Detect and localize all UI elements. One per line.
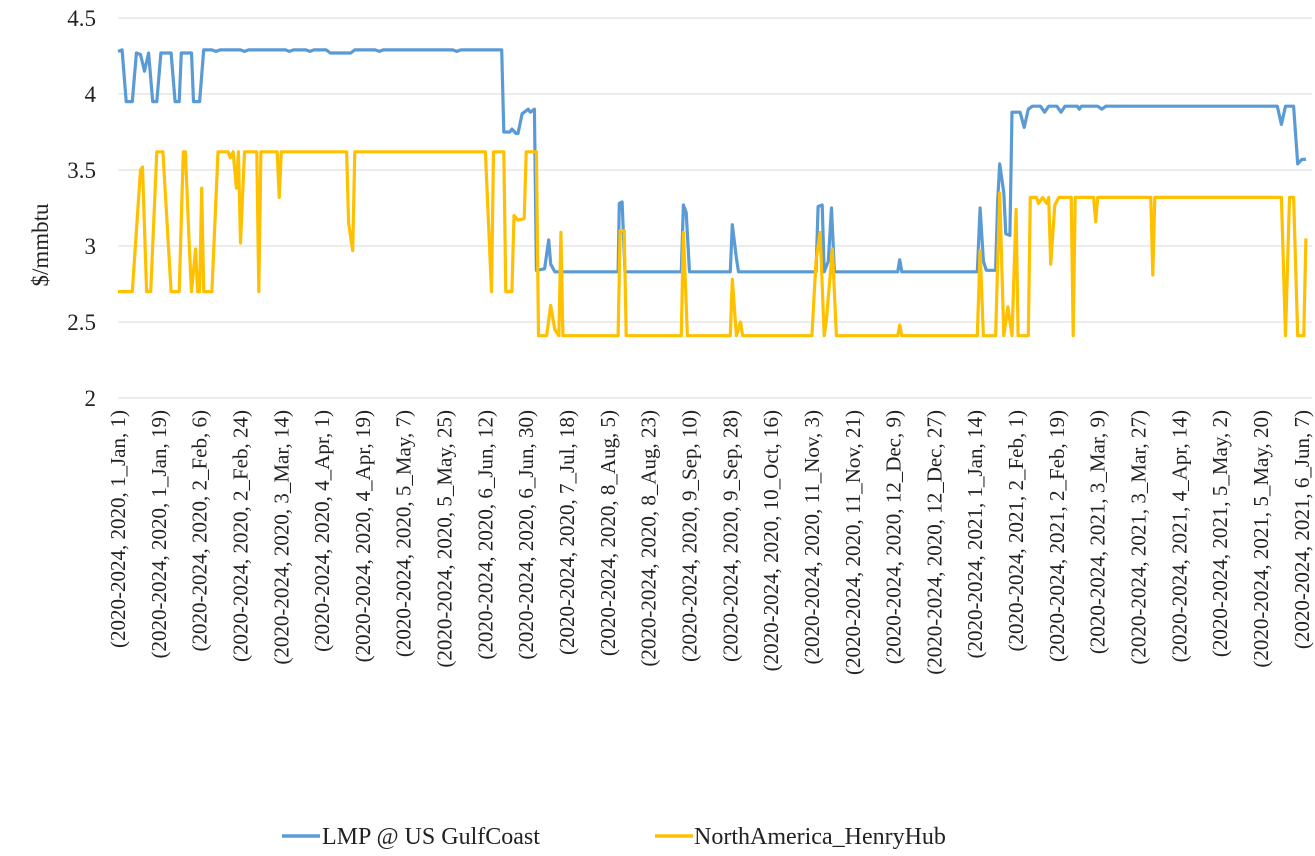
x-tick-label: (2020-2024, 2020, 10_Oct, 16) <box>759 410 783 671</box>
x-tick-label: (2020-2024, 2021, 4_Apr, 14) <box>1167 410 1191 662</box>
x-tick-label: (2020-2024, 2020, 11_Nov, 3) <box>800 410 824 665</box>
x-tick-label: (2020-2024, 2021, 2_Feb, 1) <box>1004 410 1028 651</box>
x-tick-label: (2020-2024, 2020, 8_Aug, 23) <box>637 410 661 667</box>
legend: LMP @ US GulfCoast NorthAmerica_HenryHub <box>282 824 946 850</box>
x-tick-label: (2020-2024, 2020, 6_Jun, 30) <box>514 410 538 660</box>
y-axis-ticks: 2 2.5 3 3.5 4 4.5 <box>67 6 96 411</box>
x-tick-label: (2020-2024, 2020, 12_Dec, 9) <box>882 410 906 664</box>
x-tick-label: (2020-2024, 2020, 5_May, 25) <box>433 410 457 668</box>
x-tick-label: (2020-2024, 2020, 2_Feb, 24) <box>229 410 253 662</box>
x-tick-label: (2020-2024, 2020, 4_Apr, 1) <box>310 410 334 652</box>
x-tick-label: (2020-2024, 2021, 1_Jan, 14) <box>963 410 987 658</box>
x-tick-label: (2020-2024, 2021, 5_May, 2) <box>1208 410 1232 657</box>
y-tick-label: 2.5 <box>67 310 96 335</box>
x-tick-label: (2020-2024, 2020, 12_Dec, 27) <box>922 410 946 675</box>
x-tick-label: (2020-2024, 2020, 1_Jan, 19) <box>147 410 171 658</box>
y-tick-label: 3 <box>85 234 97 259</box>
y-tick-label: 2 <box>85 386 97 411</box>
legend-label-1: LMP @ US GulfCoast <box>322 824 540 850</box>
y-tick-label: 4.5 <box>67 6 96 31</box>
x-tick-label: (2020-2024, 2020, 9_Sep, 28) <box>718 410 742 662</box>
x-tick-label: (2020-2024, 2020, 5_May, 7) <box>392 410 416 657</box>
x-tick-label: (2020-2024, 2021, 2_Feb, 19) <box>1045 410 1069 662</box>
x-tick-label: (2020-2024, 2020, 4_Apr, 19) <box>351 410 375 662</box>
legend-label-2: NorthAmerica_HenryHub <box>694 824 946 850</box>
x-tick-label: (2020-2024, 2020, 8_Aug, 5) <box>596 410 620 656</box>
x-tick-label: (2020-2024, 2021, 6_Jun, 7) <box>1290 410 1314 649</box>
series-lines <box>117 48 1308 338</box>
gridlines <box>118 17 1312 399</box>
series-line-2 <box>118 150 1308 338</box>
series-line-1 <box>117 48 1306 274</box>
x-axis-ticks: (2020-2024, 2020, 1_Jan, 1) (2020-2024, 2… <box>106 410 1314 675</box>
x-tick-label: (2020-2024, 2021, 5_May, 20) <box>1249 410 1273 668</box>
x-tick-label: (2020-2024, 2020, 7_Jul, 18) <box>555 410 579 655</box>
x-tick-label: (2020-2024, 2020, 2_Feb, 6) <box>188 410 212 651</box>
x-tick-label: (2020-2024, 2020, 1_Jan, 1) <box>106 410 130 648</box>
x-tick-label: (2020-2024, 2021, 3_Mar, 9) <box>1086 410 1110 654</box>
x-tick-label: (2020-2024, 2020, 6_Jun, 12) <box>473 410 497 660</box>
x-tick-label: (2020-2024, 2020, 9_Sep, 10) <box>678 410 702 662</box>
x-tick-label: (2020-2024, 2020, 11_Nov, 21) <box>841 410 865 675</box>
y-tick-label: 3.5 <box>67 158 96 183</box>
y-tick-label: 4 <box>85 82 97 107</box>
y-axis-title: $/mmbtu <box>28 203 53 287</box>
x-tick-label: (2020-2024, 2020, 3_Mar, 14) <box>269 410 293 665</box>
x-tick-label: (2020-2024, 2021, 3_Mar, 27) <box>1127 410 1151 665</box>
